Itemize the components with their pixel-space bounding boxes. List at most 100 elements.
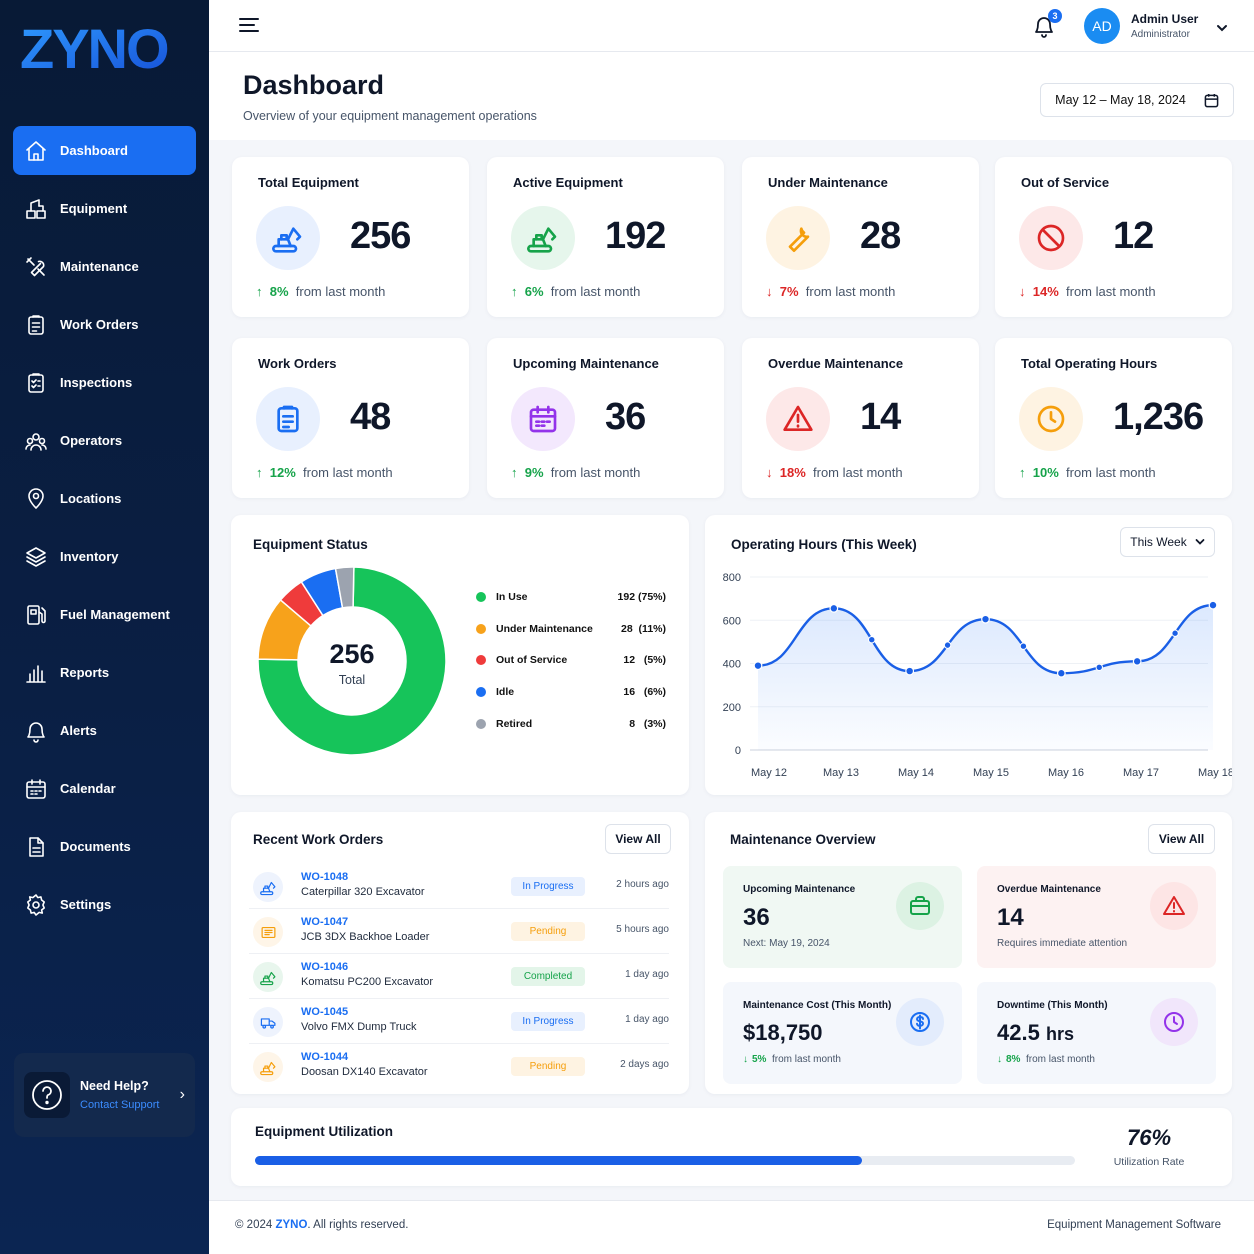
sidebar-item-calendar[interactable]: Calendar [13, 764, 196, 813]
sidebar-item-inventory[interactable]: Inventory [13, 532, 196, 581]
status-badge: Completed [511, 967, 585, 986]
upcoming-maintenance-label: Upcoming Maintenance [743, 884, 856, 895]
zyno-logo[interactable]: ZYNO [20, 20, 185, 76]
user-menu-chevron-icon[interactable] [1216, 20, 1228, 38]
stat-card-overdue-maintenance[interactable]: Overdue Maintenance 14 ↓ 18% from last mon… [742, 338, 979, 498]
stat-card-total-equipment[interactable]: Total Equipment 256 ↑ 8% from last month [232, 157, 469, 317]
work-order-time: 1 day ago [625, 1014, 669, 1025]
stat-card-upcoming-maintenance[interactable]: Upcoming Maintenance 36 ↑ 9% from last mon… [487, 338, 724, 498]
overdue-maintenance-tile[interactable]: Overdue Maintenance 14 Requires immediat… [977, 866, 1216, 968]
sidebar-item-operators[interactable]: Operators [13, 416, 196, 465]
donut-slice-in-use[interactable] [257, 566, 447, 756]
footer-brand-link[interactable]: ZYNO [275, 1219, 308, 1231]
work-order-row[interactable]: WO-1044 Doosan DX140 Excavator Pending 2 da… [249, 1044, 669, 1089]
tools-icon [23, 254, 49, 280]
stat-card-out-of-service[interactable]: Out of Service 12 ↓ 14% from last month [995, 157, 1232, 317]
data-point[interactable] [829, 603, 839, 613]
data-point[interactable] [1208, 600, 1218, 610]
x-tick-label: May 15 [973, 767, 1009, 779]
chevron-right-icon[interactable]: › [179, 1086, 185, 1103]
bar-chart-icon [23, 660, 49, 686]
operating-hours-chart: 0 200 400 600 800 May 12 May 13 May 14 May 15 May… [723, 572, 1232, 779]
stat-card-active-equipment[interactable]: Active Equipment 192 ↑ 6% from last month [487, 157, 724, 317]
excavator-icon [253, 872, 283, 902]
date-range-picker[interactable]: May 12 – May 18, 2024 [1040, 83, 1234, 117]
data-point[interactable] [1132, 656, 1142, 666]
work-order-equipment: JCB 3DX Backhoe Loader [301, 931, 430, 943]
maintenance-view-all-button[interactable]: View All [1148, 824, 1215, 854]
sidebar-item-maintenance[interactable]: Maintenance [13, 242, 196, 291]
utilization-track [255, 1156, 1075, 1165]
work-order-equipment: Komatsu PC200 Excavator [301, 976, 434, 988]
x-tick-label: May 16 [1048, 767, 1084, 779]
work-orders-view-all-button[interactable]: View All [605, 824, 671, 854]
arrow-down-icon: ↓ [766, 465, 773, 480]
sidebar-item-alerts[interactable]: Alerts [13, 706, 196, 755]
copyright: © 2024 ZYNO. All rights reserved. [235, 1219, 409, 1231]
sidebar-item-documents[interactable]: Documents [13, 822, 196, 871]
operating-hours-card: Operating Hours (This Week) This Week 0 2… [705, 515, 1232, 795]
data-point[interactable] [981, 614, 990, 624]
y-tick-label: 400 [723, 659, 741, 671]
work-order-id-link[interactable]: WO-1044 [301, 1051, 349, 1063]
stat-change: ↑ 8% from last month [256, 284, 386, 299]
work-order-row[interactable]: WO-1047 JCB 3DX Backhoe Loader Pending 5 ho… [249, 909, 669, 954]
donut-center-value: 256 [329, 639, 375, 669]
help-card[interactable]: Need Help? Contact Support › [14, 1053, 195, 1137]
contact-support-link[interactable]: Contact Support [80, 1099, 160, 1111]
stat-card-work-orders[interactable]: Work Orders 48 ↑ 12% from last month [232, 338, 469, 498]
maintenance-cost-label: Maintenance Cost (This Month) [743, 1000, 892, 1011]
work-order-row[interactable]: WO-1046 Komatsu PC200 Excavator Completed 1… [249, 954, 669, 999]
menu-toggle-icon[interactable] [239, 17, 259, 33]
donut-slice-retired[interactable] [334, 566, 355, 609]
work-order-equipment: Volvo FMX Dump Truck [301, 1021, 417, 1033]
stat-label: Upcoming Maintenance [513, 356, 659, 371]
stat-label: Active Equipment [513, 175, 623, 190]
sidebar-item-locations[interactable]: Locations [13, 474, 196, 523]
curve-marker [943, 641, 952, 649]
work-order-id-link[interactable]: WO-1046 [301, 961, 349, 973]
utilization-value: 76% [1126, 1125, 1172, 1150]
arrow-up-icon: ↑ [256, 465, 263, 480]
week-filter-value: This Week [1130, 535, 1187, 549]
stat-card-total-operating-hours[interactable]: Total Operating Hours 1,236 ↑ 10% from las… [995, 338, 1232, 498]
sidebar-item-reports[interactable]: Reports [13, 648, 196, 697]
sidebar-item-equipment[interactable]: Equipment [13, 184, 196, 233]
stat-label: Under Maintenance [768, 175, 888, 190]
sidebar-item-dashboard[interactable]: Dashboard [13, 126, 196, 175]
equipment-status-title: Equipment Status [253, 537, 368, 552]
equipment-utilization-card: Equipment Utilization 76% Utilization Ra… [231, 1108, 1232, 1186]
stat-value: 192 [605, 215, 666, 257]
user-avatar[interactable]: AD [1084, 8, 1120, 44]
sidebar-item-inspections[interactable]: Inspections [13, 358, 196, 407]
equipment-icon [23, 196, 49, 222]
maintenance-cost-change: ↓ 5% from last month [743, 1054, 841, 1065]
work-order-id-link[interactable]: WO-1047 [301, 916, 349, 928]
notification-bell-icon[interactable]: 3 [1033, 9, 1062, 38]
sidebar-item-fuel-management[interactable]: Fuel Management [13, 590, 196, 639]
arrow-down-icon: ↓ [1019, 284, 1026, 299]
downtime-tile[interactable]: Downtime (This Month) 42.5 hrs ↓ 8% from … [977, 982, 1216, 1084]
clipboard-icon [256, 387, 320, 451]
curve-marker [868, 636, 876, 644]
operating-hours-title: Operating Hours (This Week) [731, 537, 917, 552]
legend-item-out-of-service: Out of Service 12 (5%) [476, 652, 666, 668]
maintenance-cost-value: $18,750 [743, 1020, 823, 1045]
work-order-id-link[interactable]: WO-1045 [301, 1006, 349, 1018]
data-point[interactable] [753, 661, 763, 671]
data-point[interactable] [1056, 668, 1066, 678]
data-point[interactable] [905, 666, 915, 676]
upcoming-maintenance-tile[interactable]: Upcoming Maintenance 36 Next: May 19, 20… [723, 866, 962, 968]
sidebar-item-work-orders[interactable]: Work Orders [13, 300, 196, 349]
week-filter-dropdown[interactable]: This Week [1120, 527, 1215, 557]
sidebar-item-settings[interactable]: Settings [13, 880, 196, 929]
downtime-change: ↓ 8% from last month [997, 1054, 1095, 1065]
legend-item-idle: Idle 16 (6%) [476, 684, 666, 700]
work-order-time: 2 hours ago [616, 879, 669, 890]
layers-icon [23, 544, 49, 570]
work-order-id-link[interactable]: WO-1048 [301, 871, 349, 883]
work-order-row[interactable]: WO-1048 Caterpillar 320 Excavator In Progr… [249, 864, 669, 909]
maintenance-cost-tile[interactable]: Maintenance Cost (This Month) $18,750 ↓ 5… [723, 982, 962, 1084]
stat-card-under-maintenance[interactable]: Under Maintenance 28 ↓ 7% from last month [742, 157, 979, 317]
work-order-row[interactable]: WO-1045 Volvo FMX Dump Truck In Progress 1 … [249, 999, 669, 1044]
